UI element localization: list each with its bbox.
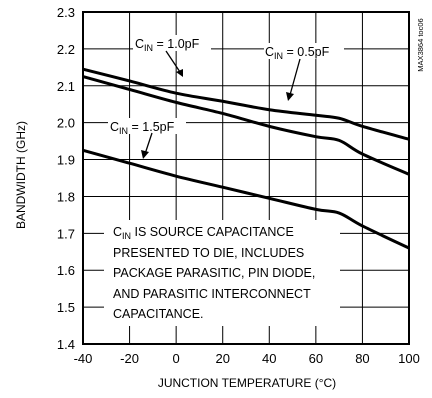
label-1p0-rest: = 1.0pF bbox=[153, 37, 200, 51]
label-1p5-main: C bbox=[110, 120, 119, 134]
series-line-1 bbox=[82, 75, 410, 176]
label-0p5-rest: = 0.5pF bbox=[283, 45, 330, 59]
label-1p0-sub: IN bbox=[144, 43, 153, 53]
y-axis-title: BANDWIDTH (GHz) bbox=[14, 121, 28, 229]
x-tick-1: -20 bbox=[120, 351, 139, 366]
series-line-0 bbox=[82, 67, 410, 141]
label-1p5: CIN = 1.5pF bbox=[108, 118, 186, 136]
note-line2: PRESENTED TO DIE, INCLUDES bbox=[113, 246, 304, 260]
label-1p5-rest: = 1.5pF bbox=[128, 120, 175, 134]
y-tick-8: 2.2 bbox=[57, 42, 75, 57]
y-tick-4: 1.8 bbox=[57, 189, 75, 204]
x-tick-2: 0 bbox=[173, 351, 180, 366]
y-tick-3: 1.7 bbox=[57, 226, 75, 241]
series-curves bbox=[82, 67, 410, 250]
annotation: CIN IS SOURCE CAPACITANCE PRESENTED TO D… bbox=[113, 225, 315, 321]
svg-text:CIN = 0.5pF: CIN = 0.5pF bbox=[265, 45, 330, 61]
label-1p0-main: C bbox=[135, 37, 144, 51]
leader-1p5 bbox=[144, 132, 153, 155]
note-line4: AND PARASITIC INTERCONNECT bbox=[113, 287, 311, 301]
svg-text:CIN = 1.0pF: CIN = 1.0pF bbox=[135, 37, 200, 53]
x-tick-4: 40 bbox=[262, 351, 276, 366]
note-line5: CAPACITANCE. bbox=[113, 307, 204, 321]
y-tick-6: 2.0 bbox=[57, 116, 75, 131]
arrow-1p0 bbox=[176, 69, 183, 77]
x-tick-6: 80 bbox=[355, 351, 369, 366]
y-tick-1: 1.5 bbox=[57, 300, 75, 315]
note-line3: PACKAGE PARASITIC, PIN DIODE, bbox=[113, 266, 315, 280]
svg-text:CIN IS SOURCE CAPACITANCE: CIN IS SOURCE CAPACITANCE bbox=[113, 225, 294, 241]
svg-text:CIN = 1.5pF: CIN = 1.5pF bbox=[110, 120, 175, 136]
label-0p5-main: C bbox=[265, 45, 274, 59]
label-1p0: CIN = 1.0pF bbox=[133, 35, 211, 53]
x-axis-title: JUNCTION TEMPERATURE (°C) bbox=[158, 376, 336, 390]
arrow-1p5 bbox=[141, 150, 149, 159]
leader-0p5 bbox=[289, 58, 301, 96]
y-tick-2: 1.6 bbox=[57, 263, 75, 278]
label-0p5: CIN = 0.5pF bbox=[264, 43, 344, 61]
arrow-0p5 bbox=[286, 92, 294, 101]
x-tick-3: 20 bbox=[215, 351, 229, 366]
y-tick-5: 1.9 bbox=[57, 153, 75, 168]
x-tick-0: -40 bbox=[74, 351, 93, 366]
y-tick-0: 1.4 bbox=[57, 337, 75, 352]
annotation-background bbox=[104, 220, 340, 326]
label-1p5-sub: IN bbox=[119, 126, 128, 136]
note-line1-sub: IN bbox=[122, 231, 131, 241]
figure-id: MAX3864 toc06 bbox=[416, 18, 425, 71]
leader-1p0 bbox=[165, 50, 181, 73]
plot-frame bbox=[82, 11, 410, 345]
label-0p5-sub: IN bbox=[274, 51, 283, 61]
y-tick-7: 2.1 bbox=[57, 79, 75, 94]
note-line1-main: C bbox=[113, 225, 122, 239]
x-tick-7: 100 bbox=[398, 351, 420, 366]
tick-labels: -40 -20 0 20 40 60 80 100 1.4 1.5 1.6 1.7 1.8 1.9 2.0 2… bbox=[57, 5, 420, 366]
series-line-2 bbox=[82, 148, 410, 250]
y-tick-9: 2.3 bbox=[57, 5, 75, 20]
x-tick-5: 60 bbox=[309, 351, 323, 366]
note-line1-rest: IS SOURCE CAPACITANCE bbox=[131, 225, 294, 239]
